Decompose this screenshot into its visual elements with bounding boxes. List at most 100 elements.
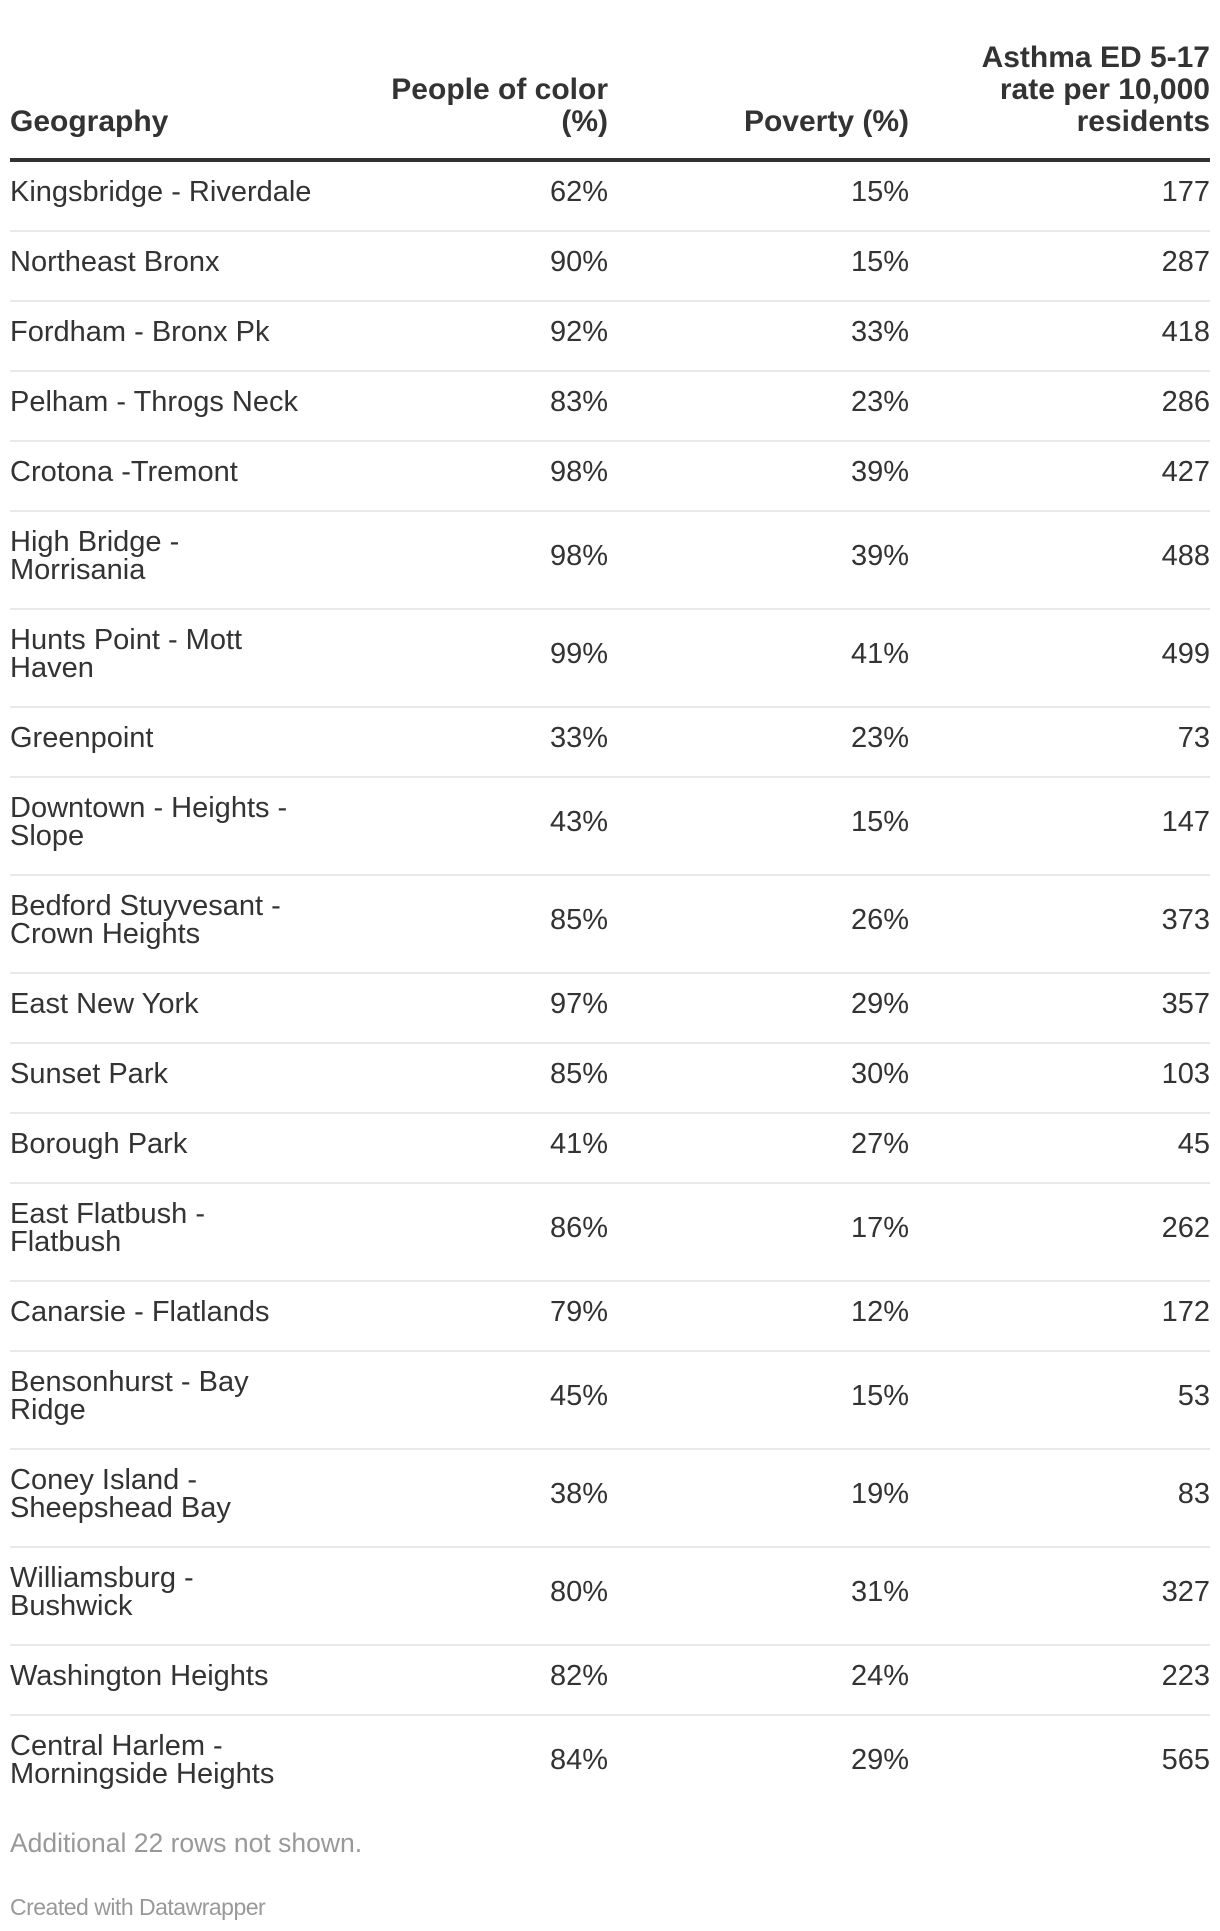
people-of-color-cell: 41% [330, 1113, 608, 1184]
asthma-rate-cell: 427 [909, 441, 1210, 512]
poverty-cell: 23% [608, 371, 909, 442]
asthma-rate-cell: 45 [909, 1113, 1210, 1184]
poverty-cell: 29% [608, 973, 909, 1044]
asthma-rate-cell: 223 [909, 1645, 1210, 1716]
people-of-color-cell: 82% [330, 1645, 608, 1716]
people-of-color-cell: 98% [330, 511, 608, 610]
asthma-rate-cell: 103 [909, 1043, 1210, 1114]
table-row: Coney Island - Sheepshead Bay 38% 19% 83 [10, 1449, 1210, 1548]
asthma-rate-cell: 327 [909, 1547, 1210, 1646]
geography-cell: Coney Island - Sheepshead Bay [10, 1449, 330, 1548]
people-of-color-cell: 90% [330, 231, 608, 302]
table-row: East Flatbush - Flatbush 86% 17% 262 [10, 1183, 1210, 1282]
geography-cell: Pelham - Throgs Neck [10, 371, 330, 442]
poverty-cell: 23% [608, 707, 909, 778]
poverty-cell: 30% [608, 1043, 909, 1114]
column-header-asthma-rate: Asthma ED 5-17 rate per 10,000 residents [909, 0, 1210, 162]
geography-cell: Greenpoint [10, 707, 330, 778]
asthma-rate-cell: 147 [909, 777, 1210, 876]
asthma-rate-cell: 418 [909, 301, 1210, 372]
table-row: Pelham - Throgs Neck 83% 23% 286 [10, 371, 1210, 442]
table-body: Kingsbridge - Riverdale 62% 15% 177 Nort… [10, 160, 1210, 1812]
geography-cell: Bensonhurst - Bay Ridge [10, 1351, 330, 1450]
asthma-rate-cell: 172 [909, 1281, 1210, 1352]
geography-cell: Sunset Park [10, 1043, 330, 1114]
table-row: High Bridge - Morrisania 98% 39% 488 [10, 511, 1210, 610]
asthma-rate-cell: 373 [909, 875, 1210, 974]
poverty-cell: 19% [608, 1449, 909, 1548]
table-row: East New York 97% 29% 357 [10, 973, 1210, 1044]
table-row: Downtown - Heights - Slope 43% 15% 147 [10, 777, 1210, 876]
asthma-rate-cell: 73 [909, 707, 1210, 778]
asthma-rate-cell: 177 [909, 160, 1210, 232]
table-row: Bensonhurst - Bay Ridge 45% 15% 53 [10, 1351, 1210, 1450]
geography-cell: East Flatbush - Flatbush [10, 1183, 330, 1282]
table-row: Central Harlem - Morningside Heights 84%… [10, 1715, 1210, 1812]
geography-cell: High Bridge - Morrisania [10, 511, 330, 610]
geography-cell: East New York [10, 973, 330, 1044]
asthma-rate-cell: 83 [909, 1449, 1210, 1548]
poverty-cell: 15% [608, 231, 909, 302]
asthma-rate-cell: 286 [909, 371, 1210, 442]
people-of-color-cell: 80% [330, 1547, 608, 1646]
asthma-rate-cell: 262 [909, 1183, 1210, 1282]
table-row: Williamsburg - Bushwick 80% 31% 327 [10, 1547, 1210, 1646]
table-row: Northeast Bronx 90% 15% 287 [10, 231, 1210, 302]
datawrapper-attribution: Created with Datawrapper [10, 1894, 266, 1920]
table-row: Greenpoint 33% 23% 73 [10, 707, 1210, 778]
people-of-color-cell: 33% [330, 707, 608, 778]
geography-cell: Canarsie - Flatlands [10, 1281, 330, 1352]
poverty-cell: 15% [608, 1351, 909, 1450]
table-header: Geography People of color (%) Poverty (%… [10, 0, 1210, 162]
poverty-cell: 12% [608, 1281, 909, 1352]
people-of-color-cell: 43% [330, 777, 608, 876]
table-row: Washington Heights 82% 24% 223 [10, 1645, 1210, 1716]
asthma-rate-cell: 565 [1161, 1744, 1210, 1776]
header-row: Geography People of color (%) Poverty (%… [10, 0, 1210, 162]
geography-cell: Williamsburg - Bushwick [10, 1547, 330, 1646]
column-header-geography: Geography [10, 0, 330, 162]
people-of-color-cell: 92% [330, 301, 608, 372]
table-row: Sunset Park 85% 30% 103 [10, 1043, 1210, 1114]
asthma-rate-cell: 357 [909, 973, 1210, 1044]
table-note: Additional 22 rows not shown. [10, 1828, 363, 1858]
people-of-color-cell: 84% [549, 1744, 608, 1776]
table-row: Hunts Point - Mott Haven 99% 41% 499 [10, 609, 1210, 708]
people-of-color-cell: 62% [330, 160, 608, 232]
poverty-cell: 39% [608, 441, 909, 512]
geography-cell: Northeast Bronx [10, 231, 330, 302]
geography-cell: Borough Park [10, 1113, 330, 1184]
geography-cell: Hunts Point - Mott Haven [10, 609, 330, 708]
geography-cell: Fordham - Bronx Pk [10, 301, 330, 372]
poverty-cell: 41% [608, 609, 909, 708]
geography-cell: Downtown - Heights - Slope [10, 777, 330, 876]
poverty-cell: 29% [850, 1744, 909, 1776]
geography-cell: Washington Heights [10, 1645, 330, 1716]
table-row: Canarsie - Flatlands 79% 12% 172 [10, 1281, 1210, 1352]
people-of-color-cell: 83% [330, 371, 608, 442]
table-row: Fordham - Bronx Pk 92% 33% 418 [10, 301, 1210, 372]
asthma-rate-cell: 53 [909, 1351, 1210, 1450]
poverty-cell: 27% [608, 1113, 909, 1184]
geography-cell: Crotona -Tremont [10, 441, 330, 512]
table-row: Bedford Stuyvesant - Crown Heights 85% 2… [10, 875, 1210, 974]
poverty-cell: 31% [608, 1547, 909, 1646]
table-row: Borough Park 41% 27% 45 [10, 1113, 1210, 1184]
poverty-cell: 17% [608, 1183, 909, 1282]
poverty-cell: 26% [608, 875, 909, 974]
people-of-color-cell: 79% [330, 1281, 608, 1352]
people-of-color-cell: 98% [330, 441, 608, 512]
poverty-cell: 33% [608, 301, 909, 372]
data-table: Geography People of color (%) Poverty (%… [10, 0, 1210, 1812]
people-of-color-cell: 99% [330, 609, 608, 708]
column-header-people-of-color: People of color (%) [330, 0, 608, 162]
asthma-rate-cell: 488 [909, 511, 1210, 610]
poverty-cell: 15% [608, 160, 909, 232]
asthma-rate-cell: 499 [909, 609, 1210, 708]
geography-cell: Bedford Stuyvesant - Crown Heights [10, 875, 330, 974]
people-of-color-cell: 85% [330, 1043, 608, 1114]
table-row: Kingsbridge - Riverdale 62% 15% 177 [10, 160, 1210, 232]
geography-cell: Kingsbridge - Riverdale [10, 160, 330, 232]
people-of-color-cell: 85% [330, 875, 608, 974]
